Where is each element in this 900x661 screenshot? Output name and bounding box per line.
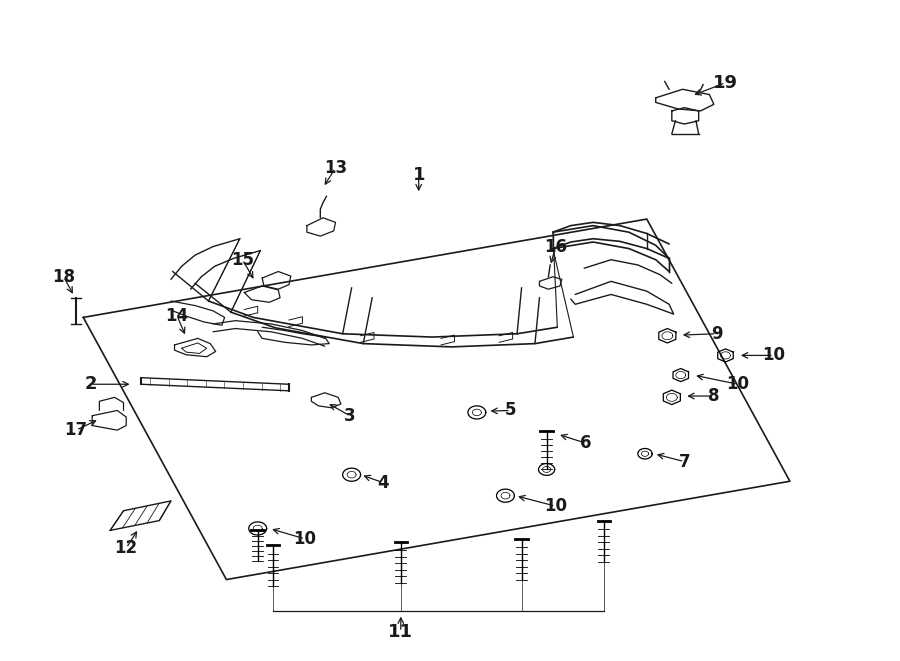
Text: 11: 11 — [388, 623, 413, 641]
Text: 5: 5 — [505, 401, 517, 420]
Text: 16: 16 — [544, 237, 567, 256]
Text: 6: 6 — [580, 434, 591, 452]
Text: 15: 15 — [231, 251, 254, 269]
Text: 3: 3 — [344, 407, 356, 425]
Text: 14: 14 — [166, 307, 189, 325]
Text: 13: 13 — [324, 159, 347, 177]
Text: 10: 10 — [544, 497, 567, 515]
Text: 10: 10 — [293, 530, 317, 548]
Text: 9: 9 — [711, 325, 723, 343]
Text: 10: 10 — [726, 375, 750, 393]
Text: 18: 18 — [52, 268, 75, 286]
Text: 4: 4 — [377, 473, 389, 492]
Text: 12: 12 — [114, 539, 138, 557]
Text: 1: 1 — [412, 165, 425, 184]
Text: 8: 8 — [708, 387, 720, 405]
Text: 19: 19 — [713, 74, 738, 92]
Text: 10: 10 — [762, 346, 786, 364]
Text: 7: 7 — [679, 453, 690, 471]
Text: 2: 2 — [85, 375, 96, 393]
Text: 17: 17 — [65, 421, 87, 439]
